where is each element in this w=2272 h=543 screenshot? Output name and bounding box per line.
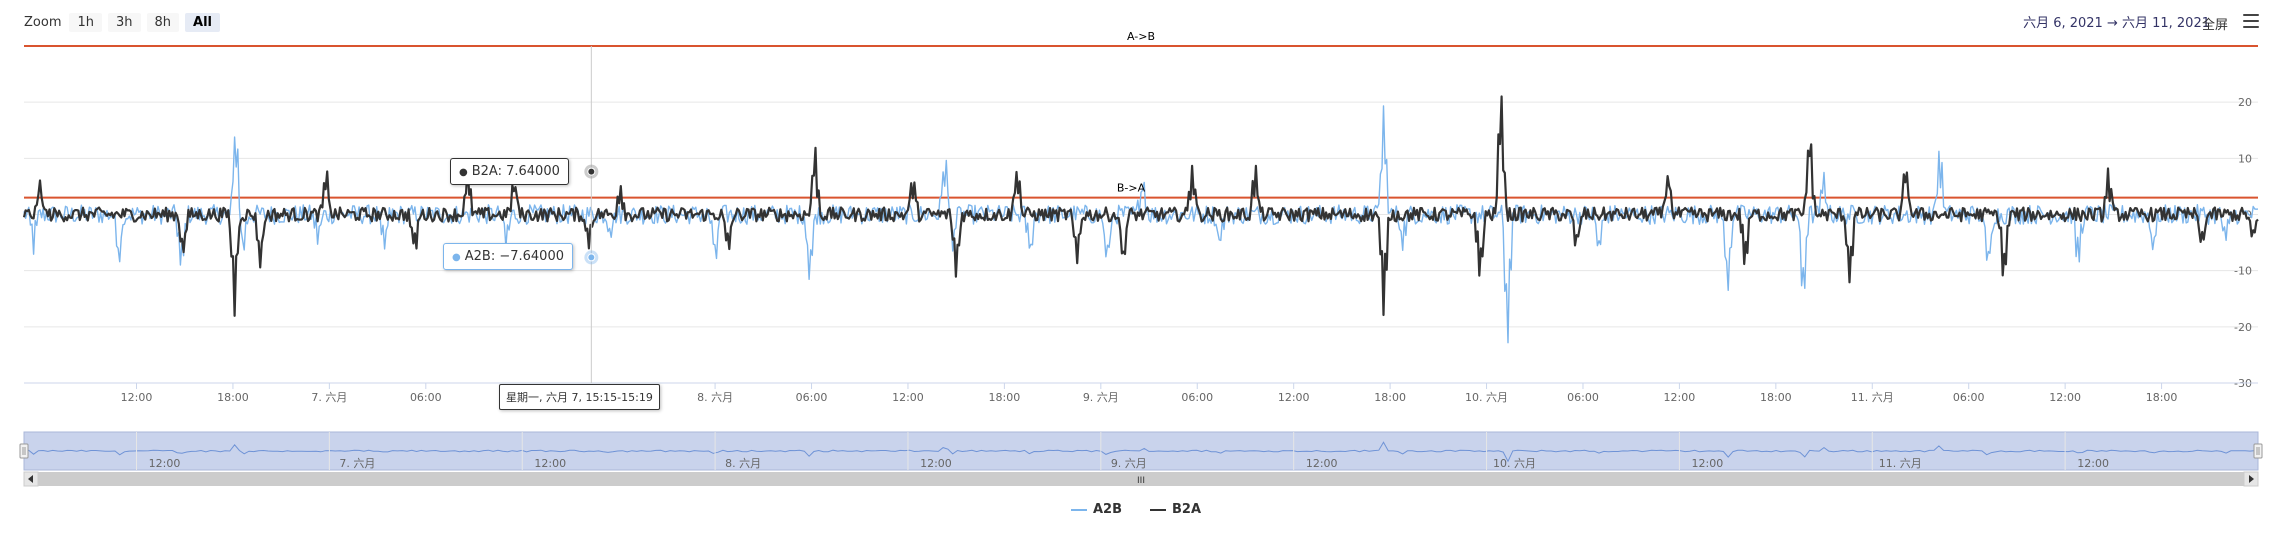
navigator-handle-right [2253, 443, 2263, 459]
x-tick-label: 06:00 [796, 391, 828, 404]
navigator-tick-label: 7. 六月 [339, 457, 375, 470]
x-tick-label: 06:00 [1953, 391, 1985, 404]
legend-label-a2b: A2B [1092, 502, 1122, 517]
x-tick-label: 12:00 [1664, 391, 1696, 404]
scrollbar-right-arrow-icon [2249, 475, 2254, 483]
zoom-label: Zoom [24, 14, 62, 30]
x-tick-label: 7. 六月 [311, 391, 347, 404]
x-tick-label: 9. 六月 [1083, 391, 1119, 404]
hover-point-b2a [587, 167, 596, 176]
y-tick-label: -20 [2234, 321, 2252, 334]
x-tick-label: 10. 六月 [1465, 391, 1508, 404]
x-tick-label: 06:00 [1181, 391, 1213, 404]
x-tick-label: 18:00 [1374, 391, 1406, 404]
x-tick-label: 18:00 [217, 391, 249, 404]
scrollbar-thumb [38, 472, 2244, 486]
plot-line-label-1: B->A [1117, 182, 1146, 195]
navigator-tick-label: 10. 六月 [1493, 457, 1536, 470]
hover-point-a2b [587, 253, 596, 262]
plot-line-label-0: A->B [1127, 30, 1155, 43]
legend-line-b2a [1150, 508, 1166, 511]
zoom-1h-button[interactable]: 1h [69, 12, 102, 32]
navigator-series [23, 441, 2255, 463]
date-range-display[interactable]: 六月 6, 2021 → 六月 11, 2021 [2023, 16, 2210, 31]
navigator-tick-label: 12:00 [149, 457, 181, 470]
x-tick-label: 18:00 [1760, 391, 1792, 404]
x-tick-label: 18:00 [2146, 391, 2178, 404]
x-tick-label: 12:00 [2049, 391, 2081, 404]
zoom-8h-button[interactable]: 8h [146, 12, 180, 32]
y-tick-label: -10 [2234, 265, 2252, 278]
x-tick-label: 12:00 [1278, 391, 1310, 404]
legend-line-a2b [1070, 508, 1087, 511]
x-tick-label: 06:00 [1567, 391, 1599, 404]
x-tick-label: 8. 六月 [697, 391, 733, 404]
navigator-tick-label: 8. 六月 [725, 457, 761, 470]
fullscreen-button[interactable]: 全屏 [2201, 18, 2228, 33]
zoom-all-button[interactable]: All [185, 12, 221, 32]
navigator-handle-left [19, 443, 29, 459]
tooltip-a2b-text: A2B: −7.64000 [464, 249, 564, 264]
series-line-b2a [22, 95, 2259, 317]
y-tick-label: 20 [2238, 96, 2252, 109]
navigator-tick-label: 11. 六月 [1879, 457, 1922, 470]
x-tick-label: 12:00 [121, 391, 153, 404]
navigator-tick-label: 12:00 [920, 457, 952, 470]
x-tick-label: 06:00 [410, 391, 442, 404]
navigator-tick-label: 9. 六月 [1111, 457, 1147, 470]
x-tick-label: 11. 六月 [1851, 391, 1894, 404]
zoom-3h-button[interactable]: 3h [108, 12, 141, 32]
legend-item-b2a[interactable]: B2A [1150, 502, 1201, 517]
navigator-tick-label: 12:00 [1306, 457, 1338, 470]
legend-item-a2b[interactable]: A2B [1070, 502, 1122, 517]
tooltip-b2a: ● B2A: 7.64000 [450, 158, 569, 185]
legend-label-b2a: B2A [1172, 502, 1202, 517]
tooltip-date: 星期一, 六月 7, 15:15-15:19 [499, 384, 660, 410]
scrollbar-grip: III [1137, 476, 1145, 486]
tooltip-b2a-text: B2A: 7.64000 [471, 164, 560, 179]
navigator-tick-label: 12:00 [2077, 457, 2109, 470]
series-line-a2b [23, 105, 2259, 344]
menu-hamburger-icon[interactable] [2243, 14, 2259, 28]
zoom-bar: Zoom 1h 3h 8h All [24, 12, 221, 32]
navigator-tick-label: 12:00 [1692, 457, 1724, 470]
navigator-tick-label: 12:00 [534, 457, 566, 470]
legend: A2B B2A [0, 502, 2272, 517]
x-tick-label: 18:00 [989, 391, 1021, 404]
tooltip-a2b: ● A2B: −7.64000 [443, 243, 573, 270]
x-tick-label: 12:00 [892, 391, 924, 404]
scrollbar-left-arrow-icon [28, 475, 33, 483]
y-tick-label: 10 [2238, 152, 2252, 165]
